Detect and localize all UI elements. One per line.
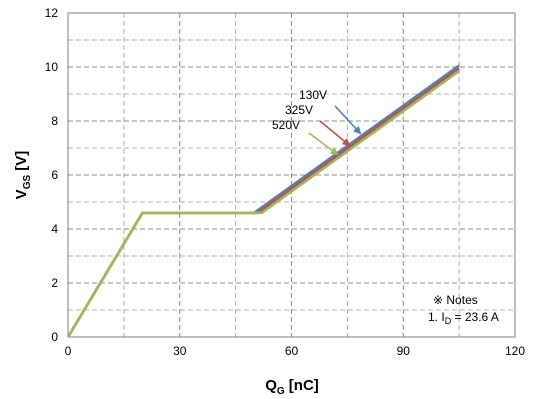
x-tick-labels: 0 30 60 90 120 — [65, 344, 526, 358]
y-tick-label: 2 — [51, 276, 58, 290]
series-line-520v — [66, 70, 460, 338]
x-tick-label: 120 — [505, 344, 525, 358]
series-label-325v: 325V — [285, 103, 313, 117]
x-axis-title: QG [nC] — [265, 377, 319, 397]
x-tick-label: 60 — [285, 344, 299, 358]
x-tick-label: 30 — [173, 344, 187, 358]
y-tick-labels: 0 2 4 6 8 10 12 — [45, 6, 59, 344]
arrow-325v — [319, 120, 351, 147]
notes-box: ※ Notes 1. ID = 23.6 A — [428, 293, 499, 326]
y-tick-label: 12 — [45, 6, 59, 20]
y-tick-label: 6 — [51, 168, 58, 182]
y-tick-label: 8 — [51, 114, 58, 128]
series-label-520v: 520V — [272, 118, 300, 132]
x-tick-label: 90 — [397, 344, 411, 358]
arrow-130v — [334, 105, 362, 135]
series-label-130v: 130V — [299, 88, 327, 102]
series-line-130v — [66, 64, 460, 338]
arrow-520v — [308, 132, 339, 156]
x-tick-label: 0 — [65, 344, 72, 358]
y-tick-label: 0 — [51, 330, 58, 344]
y-tick-label: 4 — [51, 222, 58, 236]
y-tick-label: 10 — [45, 60, 59, 74]
notes-line-1: 1. ID = 23.6 A — [428, 310, 499, 326]
plot-frame — [67, 12, 516, 338]
minor-grid — [68, 13, 515, 337]
series-annotations: 130V 325V 520V — [272, 88, 362, 156]
y-axis-title: VGS [V] — [13, 151, 33, 200]
series-layer — [66, 64, 460, 338]
major-grid — [68, 13, 515, 337]
notes-title: ※ Notes — [433, 293, 478, 307]
